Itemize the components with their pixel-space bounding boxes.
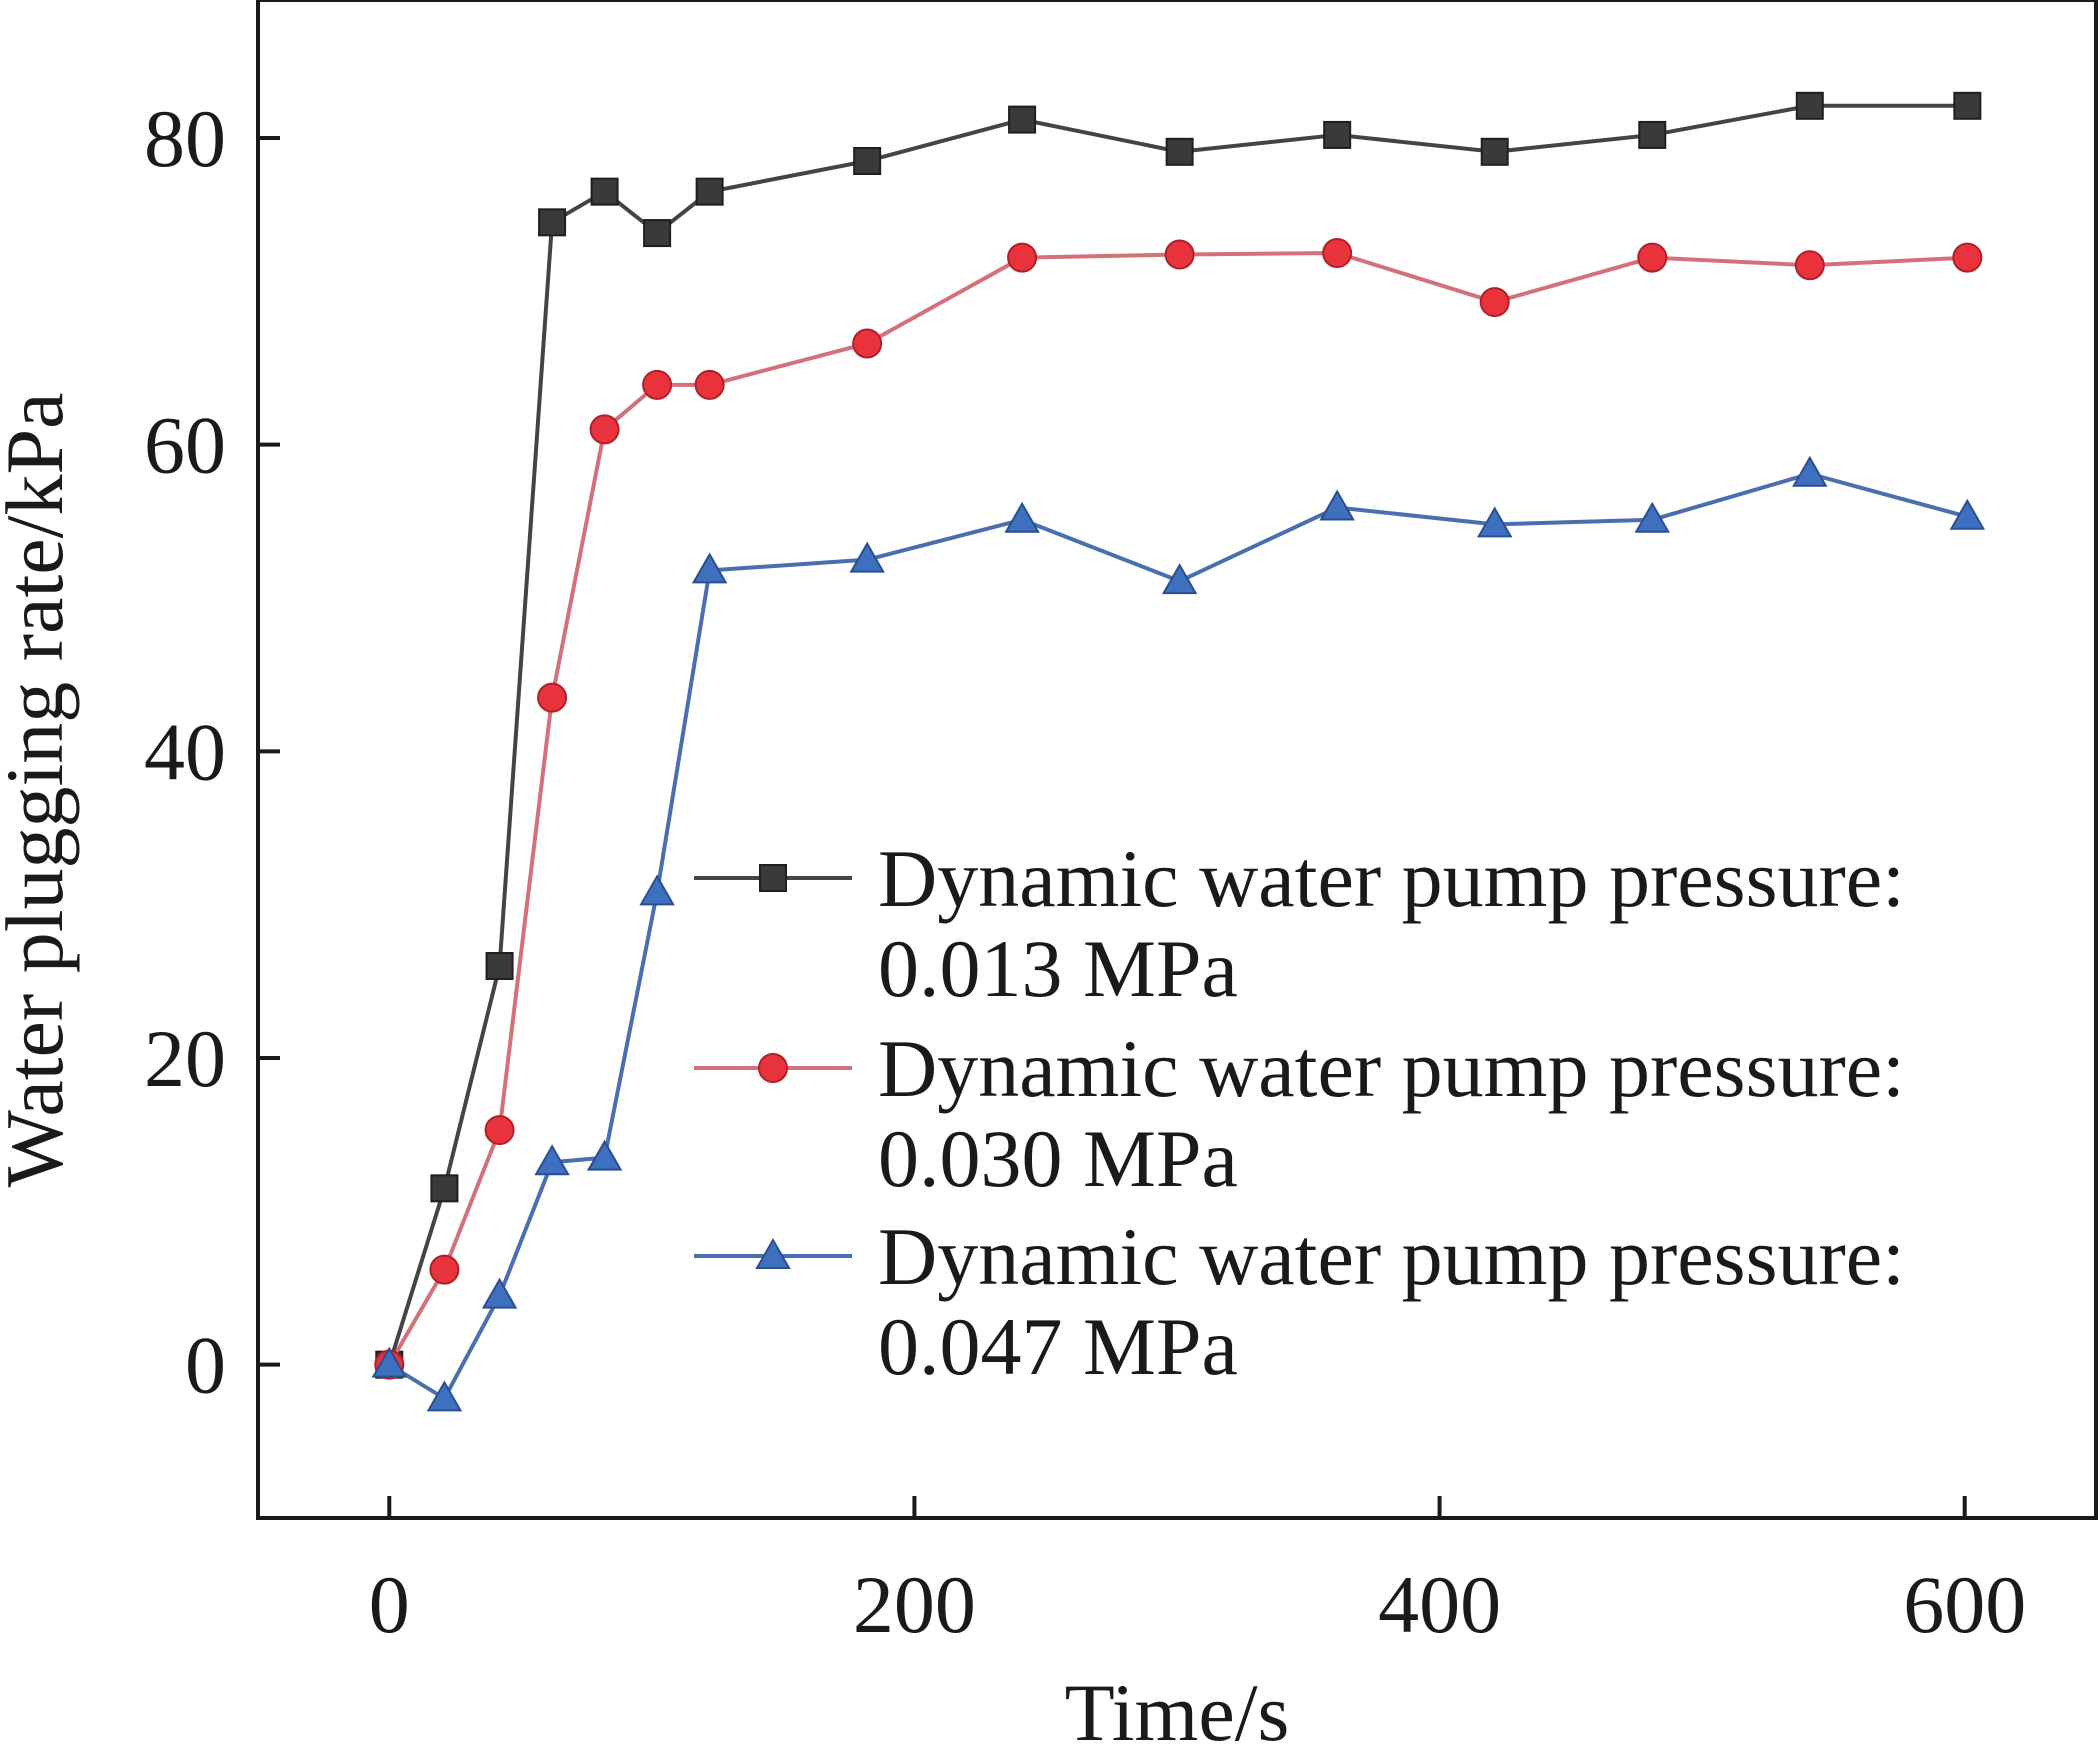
data-point-circle [1007,242,1038,273]
y-tick-label: 20 [144,1013,226,1104]
series-2 [374,238,1983,1380]
data-point-triangle [1319,489,1355,521]
data-point-square [1165,137,1194,166]
data-point-triangle [371,1346,408,1378]
data-point-triangle [691,552,728,584]
legend: Dynamic water pump pressure:0.013 MPaDyn… [694,833,1905,1392]
legend-marker-circle [758,1053,788,1083]
x-tick-label: 600 [1903,1559,2026,1650]
data-point-square [1480,137,1509,166]
data-point-triangle [426,1380,463,1412]
x-axis-title: Time/s [1065,1667,1290,1748]
y-tick-label: 80 [144,93,226,184]
data-point-circle [852,328,883,359]
y-tick-label: 60 [144,400,226,491]
legend-marker-triangle [755,1237,791,1269]
data-point-circle [1322,238,1353,268]
data-point-square [1795,91,1824,120]
legend-entry-2: Dynamic water pump pressure:0.030 MPa [694,1023,1905,1204]
data-point-square [853,147,882,175]
data-point-triangle [849,541,885,573]
data-point-circle [1952,242,1983,273]
data-point-circle [1794,250,1825,281]
data-point-triangle [534,1144,570,1176]
data-point-triangle [481,1277,518,1309]
data-point-triangle [586,1139,623,1171]
data-point-square [1953,91,1982,120]
legend-entry-1: Dynamic water pump pressure:0.013 MPa [694,833,1905,1014]
data-point-square [1008,105,1037,134]
legend-label-value: 0.013 MPa [878,923,1238,1014]
data-point-circle [429,1254,460,1285]
data-point-square [1323,120,1352,149]
legend-label-value: 0.047 MPa [878,1301,1238,1392]
data-point-circle [589,414,620,445]
data-point-circle [1164,239,1195,270]
y-axis-title: Water plugging rate/kPa [0,393,80,1188]
legend-label: Dynamic water pump pressure: [878,833,1905,924]
data-point-triangle [1476,506,1513,538]
legend-label: Dynamic water pump pressure: [878,1211,1905,1302]
x-tick-label: 400 [1378,1559,1501,1650]
data-point-circle [1479,287,1510,318]
series-3 [371,455,1986,1412]
legend-entry-3: Dynamic water pump pressure:0.047 MPa [694,1211,1905,1392]
data-point-square [485,952,514,980]
data-point-square [1638,120,1667,149]
plot-frame [256,0,2098,1520]
data-point-triangle [639,874,675,906]
axis-ticks: 0 200 400 600 0 20 40 60 80 [144,93,2026,1650]
data-point-circle [484,1115,515,1146]
data-point-square [430,1174,459,1203]
data-point-circle [642,369,673,400]
x-tick-label: 0 [369,1559,410,1650]
legend-marker-square [759,864,787,892]
data-point-square [590,177,619,206]
x-tick-label: 200 [853,1559,976,1650]
data-point-triangle [1949,498,1986,530]
data-point-triangle [1792,455,1828,487]
data-point-circle [694,369,725,400]
data-point-triangle [1634,501,1670,533]
y-tick-label: 0 [185,1320,226,1411]
data-point-circle [537,682,568,713]
y-tick-label: 40 [144,706,226,797]
data-point-square [538,208,567,237]
data-point-triangle [1161,563,1198,595]
legend-label-value: 0.030 MPa [878,1113,1238,1204]
legend-label: Dynamic water pump pressure: [878,1023,1905,1114]
data-series [371,91,1986,1412]
data-point-circle [1637,242,1668,273]
data-point-square [695,177,724,206]
data-point-triangle [1004,501,1040,533]
data-point-square [643,219,672,248]
